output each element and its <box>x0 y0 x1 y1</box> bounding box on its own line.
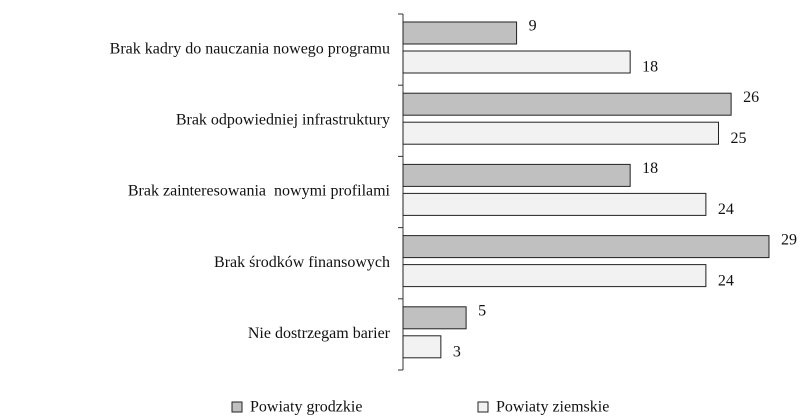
legend-swatch <box>477 401 489 413</box>
bar <box>402 92 732 116</box>
value-label: 3 <box>453 343 461 360</box>
category-label: Brak środków finansowych <box>214 254 390 271</box>
value-label: 29 <box>781 231 797 248</box>
category-label: Brak kadry do nauczania nowego programu <box>110 40 390 57</box>
legend-label: Powiaty grodzkie <box>250 399 362 416</box>
category-label: Brak zainteresowania nowymi profilami <box>128 183 391 200</box>
legend-swatch <box>231 401 243 413</box>
bar <box>402 192 707 216</box>
bar <box>402 163 631 187</box>
value-label: 18 <box>642 160 658 177</box>
bar <box>402 235 770 259</box>
bar <box>402 21 518 45</box>
value-label: 5 <box>478 302 486 319</box>
value-label: 25 <box>731 130 747 147</box>
category-label: Brak odpowiedniej infrastruktury <box>176 111 390 128</box>
bar <box>402 306 467 330</box>
bar <box>402 335 442 359</box>
category-label: Nie dostrzegam barier <box>248 325 391 342</box>
bar <box>402 50 631 74</box>
bar <box>402 264 707 288</box>
value-label: 24 <box>718 272 734 289</box>
value-label: 18 <box>642 59 658 76</box>
value-label: 26 <box>743 89 759 106</box>
bar <box>402 121 719 145</box>
value-label: 9 <box>529 18 537 35</box>
value-label: 24 <box>718 201 734 218</box>
legend-label: Powiaty ziemskie <box>496 399 609 416</box>
